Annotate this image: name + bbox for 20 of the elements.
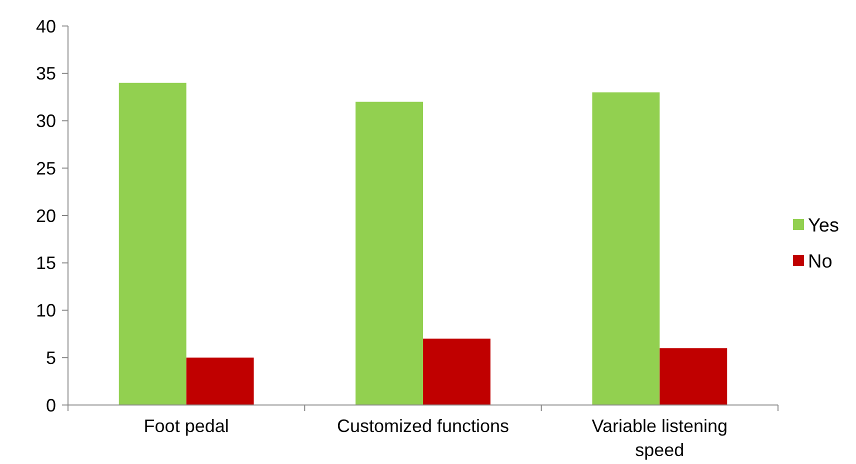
y-tick-label: 25 <box>36 158 56 178</box>
bar <box>118 82 186 405</box>
bar <box>423 338 490 405</box>
y-tick-label: 30 <box>36 111 56 132</box>
legend-label: No <box>808 252 832 273</box>
y-tick-label: 15 <box>36 253 56 274</box>
legend-label: Yes <box>808 216 839 237</box>
y-tick-label: 5 <box>46 348 56 368</box>
y-tick-label: 10 <box>36 300 56 321</box>
bar <box>592 92 660 405</box>
y-tick-label: 40 <box>36 16 56 36</box>
y-tick-label: 35 <box>36 64 56 84</box>
x-tick-label: Variable listening speed <box>592 416 728 460</box>
bar <box>356 102 423 405</box>
bar <box>186 358 254 405</box>
y-tick-label: 20 <box>36 206 56 226</box>
x-tick-label: Foot pedal <box>144 416 229 436</box>
bar <box>660 348 728 405</box>
x-tick-label: Customized functions <box>336 416 510 436</box>
y-tick-label: 0 <box>46 395 56 416</box>
